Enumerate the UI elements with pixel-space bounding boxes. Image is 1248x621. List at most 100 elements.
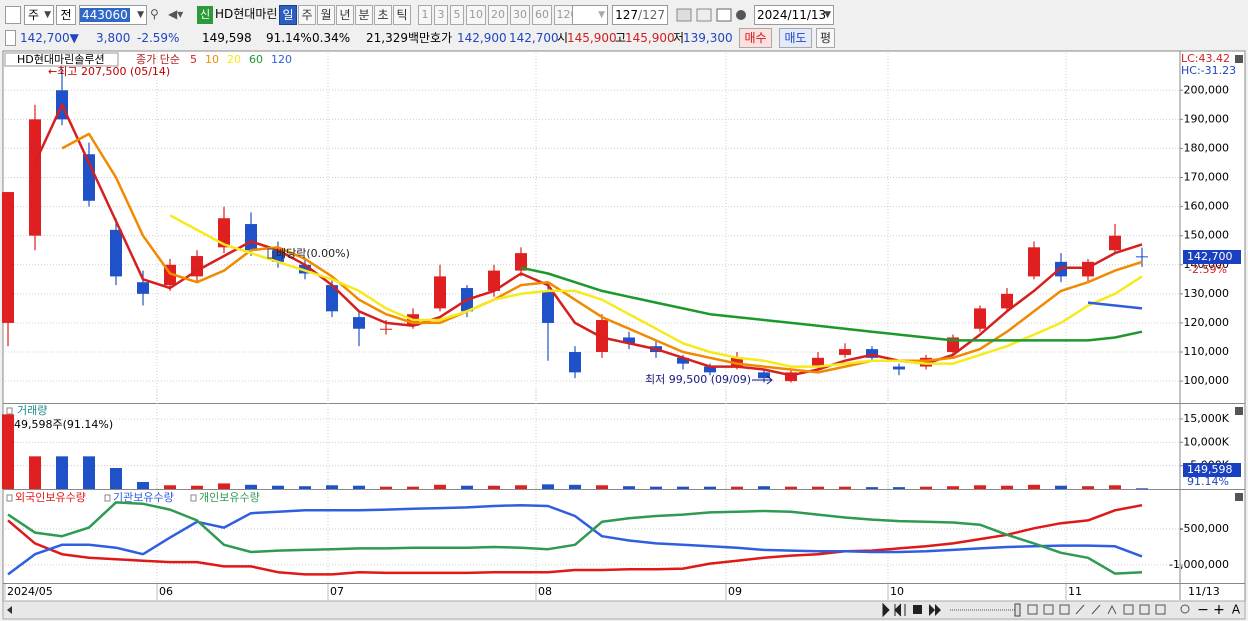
period-button[interactable]: 주 xyxy=(298,5,316,25)
chart-title: HD현대마린솔루션 xyxy=(17,53,105,66)
candle-body xyxy=(515,253,527,271)
eval-button[interactable]: 평 xyxy=(816,28,835,48)
change: 3,800 xyxy=(96,31,131,45)
nav-buttons[interactable] xyxy=(882,602,906,618)
moving-average xyxy=(169,214,1143,368)
sell-button[interactable]: 매도 xyxy=(779,28,812,48)
volume-bar xyxy=(2,414,14,489)
legend-entry: 개인보유수량 xyxy=(199,491,260,504)
volume-rate: 91.14% xyxy=(266,31,312,45)
legend-entry: 외국인보유수량 xyxy=(15,491,86,504)
interval-button[interactable]: 30 xyxy=(510,5,530,25)
period-button[interactable]: 일 xyxy=(279,5,297,25)
date-box[interactable]: 2024/11/13 ▼ xyxy=(754,5,834,25)
forward-button[interactable] xyxy=(929,604,941,616)
zoom-in[interactable]: + xyxy=(1213,602,1225,618)
volume-bar xyxy=(380,486,392,489)
panel-icon[interactable] xyxy=(1235,407,1243,415)
candle-body xyxy=(839,349,851,355)
scroll-left[interactable] xyxy=(7,606,12,614)
dropdown-arrow: ▼ xyxy=(824,10,831,20)
market-select[interactable]: 주 ▼ xyxy=(24,5,54,25)
volume-bar xyxy=(623,486,635,489)
search-icon[interactable]: ⚲ xyxy=(150,7,159,21)
volume-bar xyxy=(1082,486,1094,489)
min-arrow xyxy=(752,375,773,385)
volume-bar xyxy=(542,484,554,489)
volume-bar xyxy=(785,486,797,489)
volume-bar xyxy=(1136,488,1148,490)
auto-scale[interactable]: A xyxy=(1232,603,1241,617)
change-rate: -2.59% xyxy=(137,31,180,45)
holding-line xyxy=(7,501,1143,575)
legend-box xyxy=(4,52,119,67)
period-button[interactable]: 틱 xyxy=(393,5,411,25)
moving-average xyxy=(33,103,1143,377)
volume-bar xyxy=(164,485,176,489)
stop-button[interactable] xyxy=(913,605,922,614)
period-button[interactable]: 월 xyxy=(317,5,335,25)
zoom-out[interactable]: − xyxy=(1197,602,1209,618)
candle-body xyxy=(1109,235,1121,251)
candle-body xyxy=(1028,247,1040,277)
code-input[interactable]: 443060 ▼ xyxy=(79,5,147,25)
open: 145,900 xyxy=(567,31,617,45)
interval-button[interactable]: 3 xyxy=(434,5,448,25)
code: 443060 xyxy=(80,8,130,22)
volume-bar xyxy=(677,486,689,489)
y-tick-label: 190,000 xyxy=(1184,112,1230,125)
max-annotation: ←최고 207,500 (05/14) xyxy=(48,65,170,78)
candle-body xyxy=(704,366,716,373)
tool-icons[interactable] xyxy=(676,7,750,23)
scroll-bar[interactable] xyxy=(2,600,1246,620)
buy-button[interactable]: 매수 xyxy=(739,28,772,48)
tool-icons[interactable] xyxy=(1027,604,1190,615)
date-label: 11 xyxy=(1068,585,1082,598)
event-marker xyxy=(267,248,275,259)
count-box[interactable]: 127/127 xyxy=(612,5,668,25)
date-label: 10 xyxy=(890,585,904,598)
date-label: 09 xyxy=(728,585,742,598)
interval-combo[interactable]: ▼ xyxy=(572,5,608,25)
volume-bar xyxy=(812,486,824,489)
volume-bar xyxy=(704,486,716,489)
candle-body xyxy=(326,285,338,312)
slider-thumb[interactable] xyxy=(1014,603,1021,617)
ask: 142,900 xyxy=(457,31,507,45)
volume-bar xyxy=(353,485,365,489)
sound-icon[interactable]: ◀▾ xyxy=(168,7,184,21)
ratio-label: 91.14% xyxy=(1187,475,1229,488)
volume-bar xyxy=(434,484,446,489)
quote-icon[interactable] xyxy=(5,30,16,46)
candle-body xyxy=(785,372,797,382)
volume-bar xyxy=(245,484,257,489)
candle-body xyxy=(866,349,878,358)
candle-body xyxy=(29,119,41,236)
y-tick-label: -500,000 xyxy=(1180,522,1229,535)
interval-button[interactable]: 1 xyxy=(418,5,432,25)
price: 142,700▼ xyxy=(20,31,79,45)
open-label: 시 xyxy=(557,31,569,45)
interval-button[interactable]: 5 xyxy=(450,5,464,25)
candle-body xyxy=(596,320,608,353)
period-button[interactable]: 초 xyxy=(374,5,392,25)
period-button[interactable]: 년 xyxy=(336,5,354,25)
dropdown-arrow: ▼ xyxy=(44,10,51,20)
interval-button[interactable]: 20 xyxy=(488,5,508,25)
period-button[interactable]: 분 xyxy=(355,5,373,25)
legend-marker xyxy=(104,494,111,502)
interval-button[interactable]: 60 xyxy=(532,5,552,25)
candle-body xyxy=(893,366,905,370)
prev-select[interactable]: 전 xyxy=(56,5,76,25)
count: 127 xyxy=(615,8,639,22)
volume-bar xyxy=(218,483,230,489)
panel-icon[interactable] xyxy=(1235,493,1243,501)
menu-icon[interactable] xyxy=(5,6,21,24)
candle-body xyxy=(2,192,14,323)
interval-button[interactable]: 10 xyxy=(466,5,486,25)
volume-bar xyxy=(1109,485,1121,489)
candle-body xyxy=(245,224,257,251)
lc-label: LC:43.42 xyxy=(1181,52,1230,65)
panel-icon[interactable] xyxy=(1235,55,1243,63)
y-tick-label: 200,000 xyxy=(1184,83,1230,96)
